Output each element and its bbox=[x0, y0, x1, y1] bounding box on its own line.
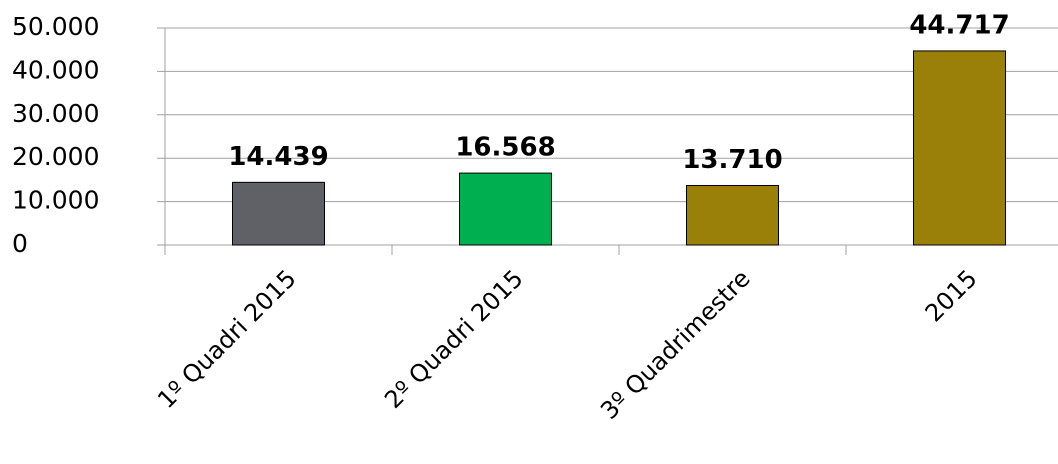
y-tick-label: 30.000 bbox=[12, 99, 99, 128]
y-tick-label: 10.000 bbox=[12, 186, 99, 215]
y-tick-label: 40.000 bbox=[12, 55, 99, 84]
data-label: 14.439 bbox=[228, 142, 328, 172]
y-tick-label: 50.000 bbox=[12, 12, 99, 41]
y-tick-label: 20.000 bbox=[12, 142, 99, 171]
data-label: 44.717 bbox=[909, 10, 1009, 40]
bar bbox=[686, 184, 779, 246]
x-tick-label: 2015 bbox=[920, 264, 983, 327]
data-label: 16.568 bbox=[455, 133, 555, 163]
x-tick-label: 1º Quadri 2015 bbox=[152, 264, 302, 414]
bar bbox=[232, 181, 325, 246]
y-tick-label: 0 bbox=[12, 229, 28, 258]
bar bbox=[913, 50, 1006, 246]
x-tick-label: 3º Quadrimestre bbox=[595, 264, 755, 424]
bar bbox=[459, 172, 552, 246]
x-tick-label: 2º Quadri 2015 bbox=[379, 264, 529, 414]
data-label: 13.710 bbox=[682, 145, 782, 175]
